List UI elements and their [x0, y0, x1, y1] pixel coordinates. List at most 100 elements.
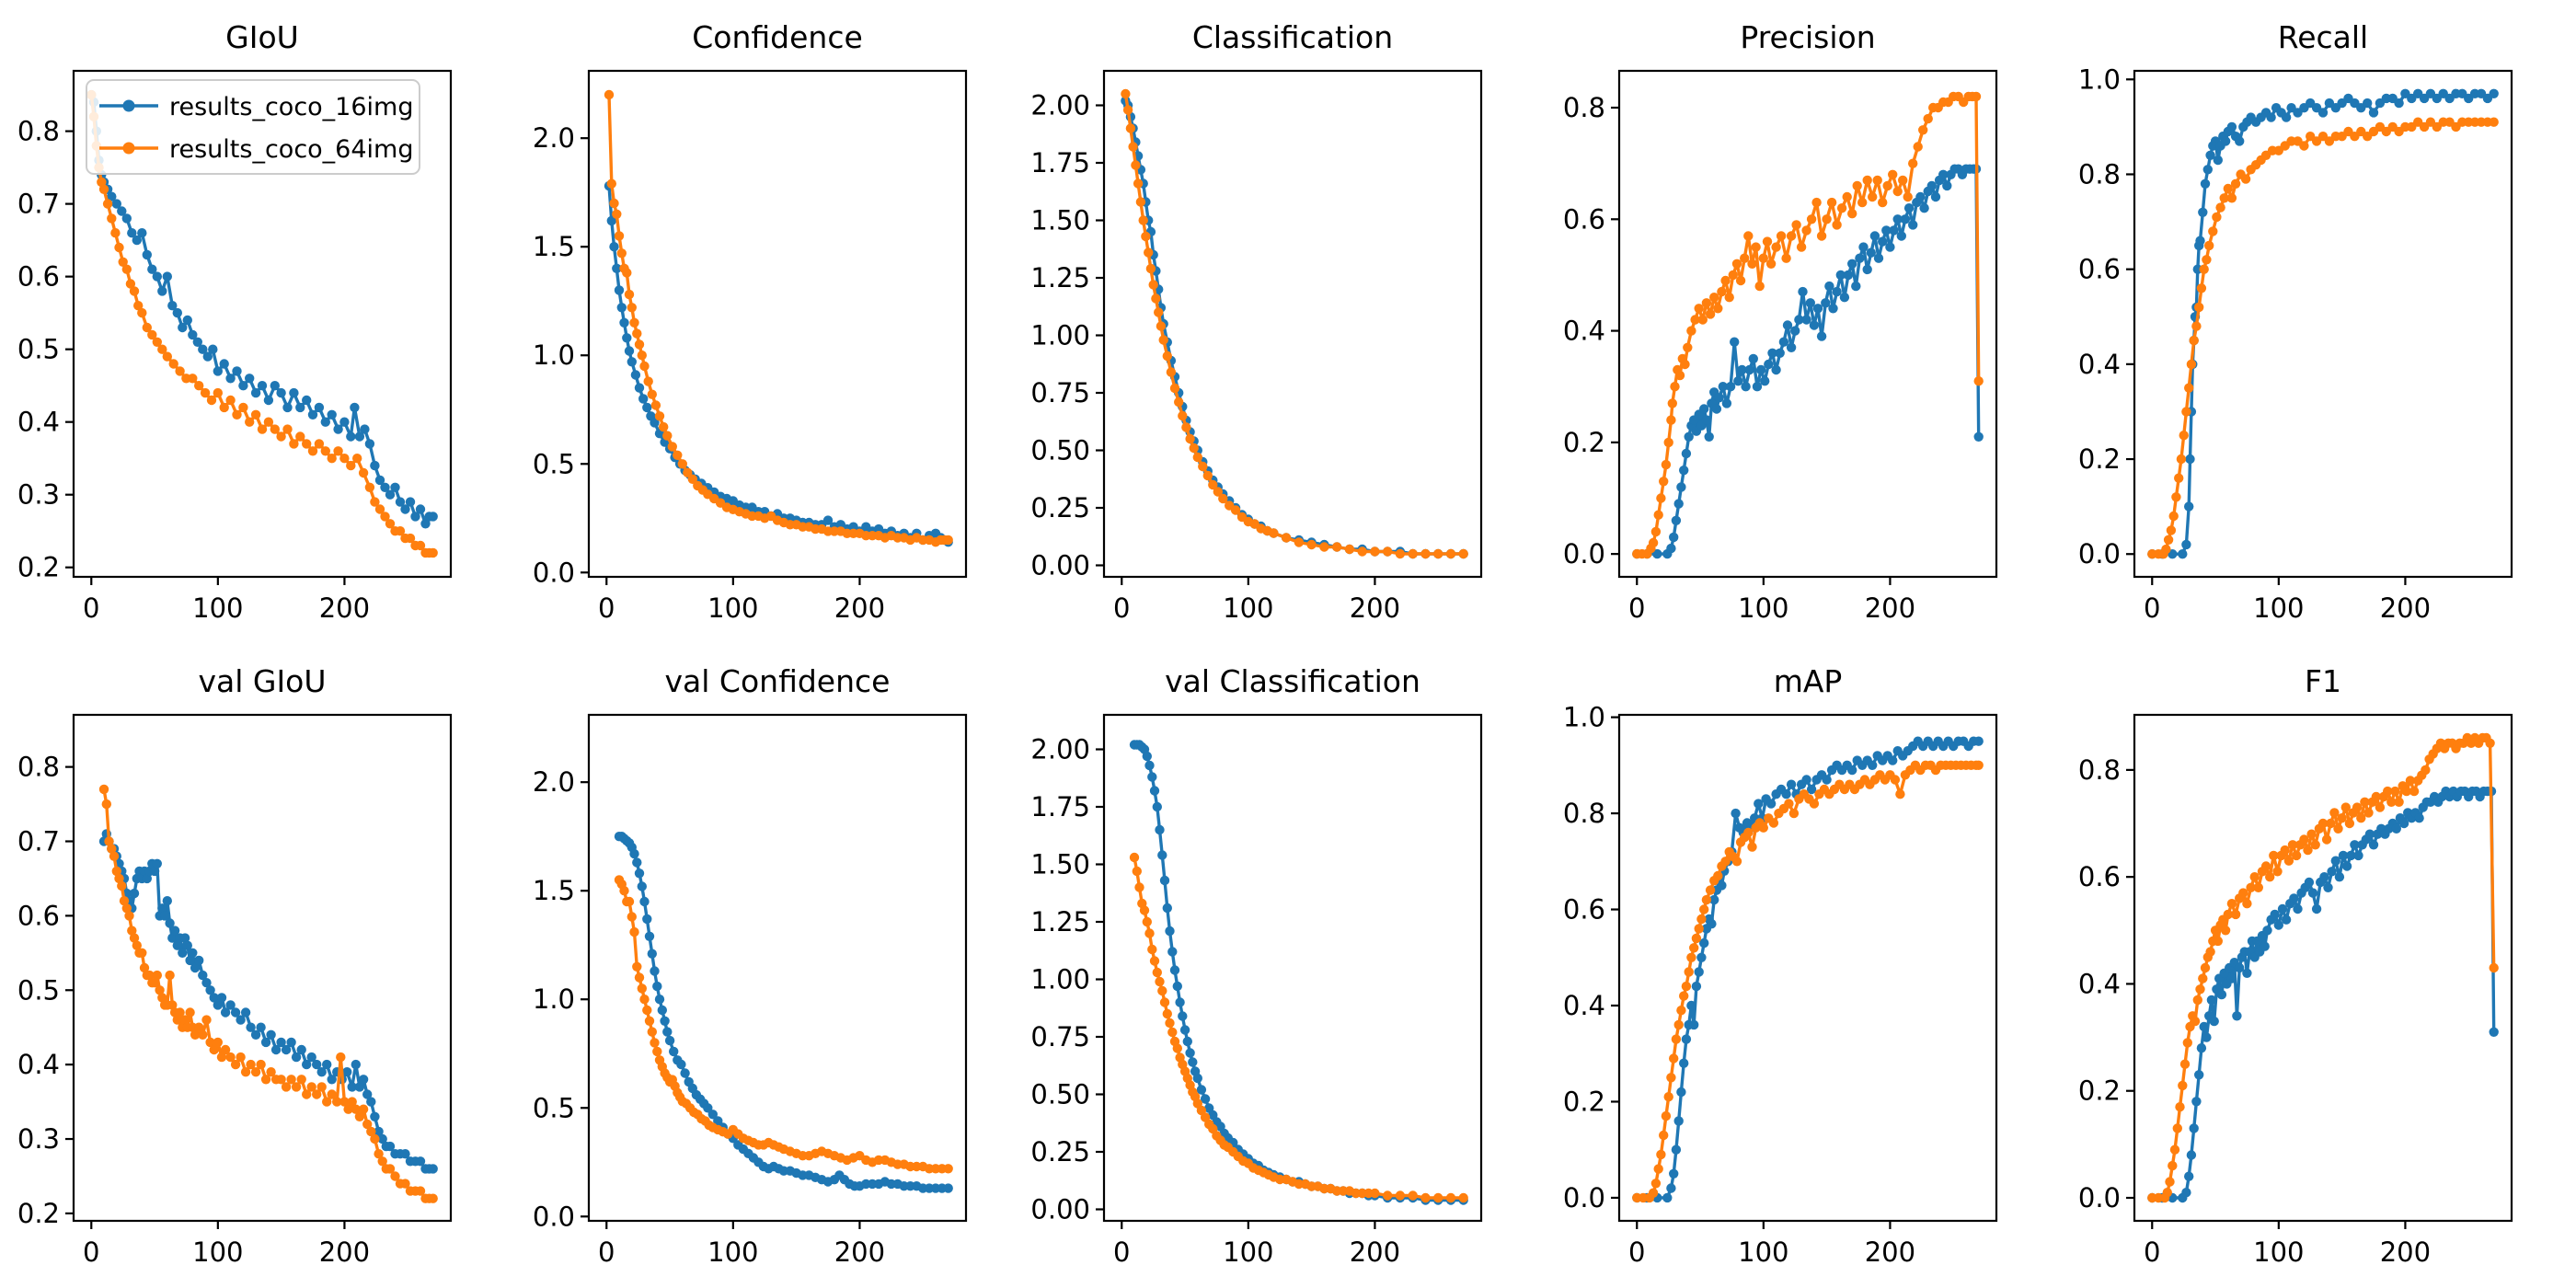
- data-point: [295, 402, 305, 413]
- data-point: [1650, 1179, 1662, 1189]
- data-point: [2171, 492, 2181, 502]
- data-point: [2280, 845, 2290, 856]
- data-point: [1669, 1053, 1679, 1064]
- data-point: [2168, 1160, 2178, 1171]
- data-point: [2383, 786, 2393, 797]
- series-line: [2152, 789, 2496, 1200]
- data-point: [1709, 894, 1719, 905]
- data-point: [1691, 933, 1702, 944]
- y-tick-label: 0.7: [17, 189, 60, 220]
- data-point: [157, 993, 167, 1003]
- data-point: [327, 409, 337, 420]
- data-point: [2199, 264, 2209, 274]
- data-point: [1942, 180, 1952, 191]
- data-point: [1776, 231, 1787, 241]
- data-point: [137, 228, 147, 238]
- data-point: [1185, 433, 1195, 444]
- data-point: [2421, 765, 2431, 776]
- y-tick-label: 0.25: [1030, 492, 1090, 523]
- data-point: [1144, 247, 1154, 258]
- data-point: [295, 431, 305, 442]
- data-point: [1720, 857, 1731, 867]
- data-point: [1666, 1073, 1676, 1083]
- data-point: [1167, 947, 1178, 957]
- data-point: [220, 1044, 231, 1055]
- data-point: [630, 370, 641, 380]
- data-point: [2196, 1043, 2207, 1053]
- data-point: [2182, 1038, 2192, 1048]
- data-point: [1842, 191, 1852, 202]
- data-point: [1696, 914, 1707, 925]
- data-point: [188, 948, 198, 958]
- data-point: [1202, 470, 1213, 481]
- data-point: [2208, 226, 2218, 236]
- data-point: [1666, 543, 1676, 554]
- y-tick-label: 0.4: [17, 407, 60, 438]
- data-point: [1754, 281, 1765, 292]
- data-point: [1811, 197, 1822, 208]
- y-tick-label: 0.75: [1030, 377, 1090, 408]
- data-point: [2398, 818, 2409, 829]
- data-point: [1671, 515, 1682, 525]
- data-point: [2215, 202, 2225, 213]
- data-point: [1208, 479, 1218, 490]
- data-point: [119, 896, 130, 906]
- data-point: [370, 497, 380, 507]
- data-point: [2166, 525, 2177, 535]
- data-point: [1192, 452, 1202, 463]
- data-point: [1701, 415, 1712, 425]
- data-point: [263, 417, 274, 427]
- data-point: [107, 213, 117, 224]
- series-64img: [1632, 91, 1984, 559]
- data-point: [236, 1052, 246, 1063]
- data-point: [1751, 242, 1761, 252]
- data-point: [2350, 840, 2360, 850]
- data-point: [1169, 383, 1180, 394]
- data-point: [1832, 286, 1842, 297]
- data-point: [1138, 215, 1148, 225]
- data-point: [2169, 1144, 2180, 1155]
- data-point: [276, 1037, 286, 1048]
- data-point: [1862, 264, 1872, 275]
- data-point: [1182, 1036, 1192, 1047]
- data-point: [327, 1089, 337, 1099]
- data-point: [1196, 1085, 1207, 1095]
- data-point: [1686, 952, 1696, 962]
- data-point: [350, 402, 360, 413]
- data-point: [1903, 191, 1913, 202]
- data-point: [260, 1075, 271, 1085]
- data-point: [1847, 765, 1857, 776]
- data-point: [1784, 799, 1794, 809]
- data-point: [1843, 270, 1854, 281]
- data-point: [713, 1116, 723, 1126]
- data-point: [2242, 899, 2252, 909]
- data-point: [1918, 125, 1928, 135]
- data-point: [302, 439, 312, 449]
- series-64img: [2147, 732, 2499, 1203]
- y-tick-label: 0.5: [17, 974, 60, 1006]
- data-point: [1828, 304, 1838, 314]
- plot-title: F1: [2305, 663, 2341, 699]
- data-point: [619, 317, 629, 328]
- data-point: [316, 1067, 327, 1077]
- data-point: [1752, 382, 1763, 392]
- data-point: [2269, 850, 2279, 861]
- data-point: [1747, 842, 1757, 852]
- data-point: [364, 439, 375, 449]
- data-point: [1653, 1164, 1663, 1174]
- data-point: [167, 933, 178, 943]
- data-point: [2299, 141, 2309, 151]
- data-point: [637, 881, 647, 891]
- data-point: [1778, 337, 1789, 347]
- data-point: [1826, 197, 1837, 208]
- data-point: [2202, 1032, 2212, 1042]
- data-point: [358, 1075, 369, 1085]
- data-point: [347, 1082, 357, 1092]
- data-point: [2184, 1171, 2194, 1181]
- data-point: [669, 1046, 679, 1057]
- data-point: [2235, 962, 2245, 973]
- data-point: [354, 431, 365, 442]
- data-point: [346, 460, 356, 471]
- data-point: [230, 1059, 241, 1070]
